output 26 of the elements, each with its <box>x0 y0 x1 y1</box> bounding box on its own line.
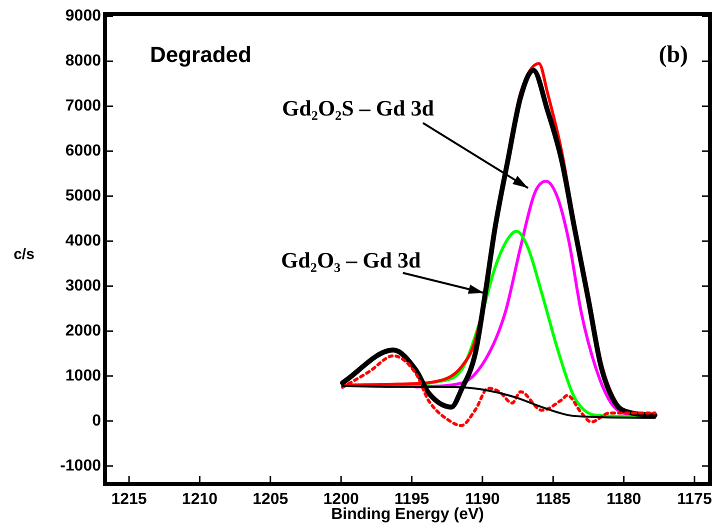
x-axis-title: Binding Energy (eV) <box>331 506 484 523</box>
annotation: Degraded <box>150 42 252 68</box>
y-tick-label: -1000 <box>60 457 102 474</box>
y-tick-label: 5000 <box>65 188 102 205</box>
x-tick-label: 1200 <box>323 491 359 508</box>
x-tick-label: 1190 <box>465 491 500 508</box>
x-tick-label: 1205 <box>252 491 288 508</box>
x-tick-label: 1215 <box>111 491 147 508</box>
annotation: Gd₂O₂S – Gd 3d <box>282 96 434 121</box>
x-tick-label: 1180 <box>606 491 642 508</box>
y-tick-label: 8000 <box>65 52 102 70</box>
y-tick-label: 9000 <box>65 8 102 25</box>
x-tick-label: 1195 <box>394 491 430 508</box>
y-axis-title: c/s <box>14 246 34 264</box>
x-tick-label: 1175 <box>677 491 712 508</box>
y-tick-label: 0 <box>92 412 102 430</box>
y-tick-label: 6000 <box>65 142 102 160</box>
x-tick-label: 1210 <box>182 491 218 508</box>
y-tick-label: 3000 <box>65 278 102 295</box>
annotation: Gd₂O₃ – Gd 3d <box>281 248 421 273</box>
x-tick-label: 1185 <box>536 491 571 508</box>
annotation: (b) <box>658 42 688 68</box>
y-tick-label: 4000 <box>65 232 102 250</box>
y-tick-label: 2000 <box>65 322 102 340</box>
y-tick-label: 7000 <box>65 98 102 115</box>
y-tick-label: 1000 <box>65 367 102 384</box>
